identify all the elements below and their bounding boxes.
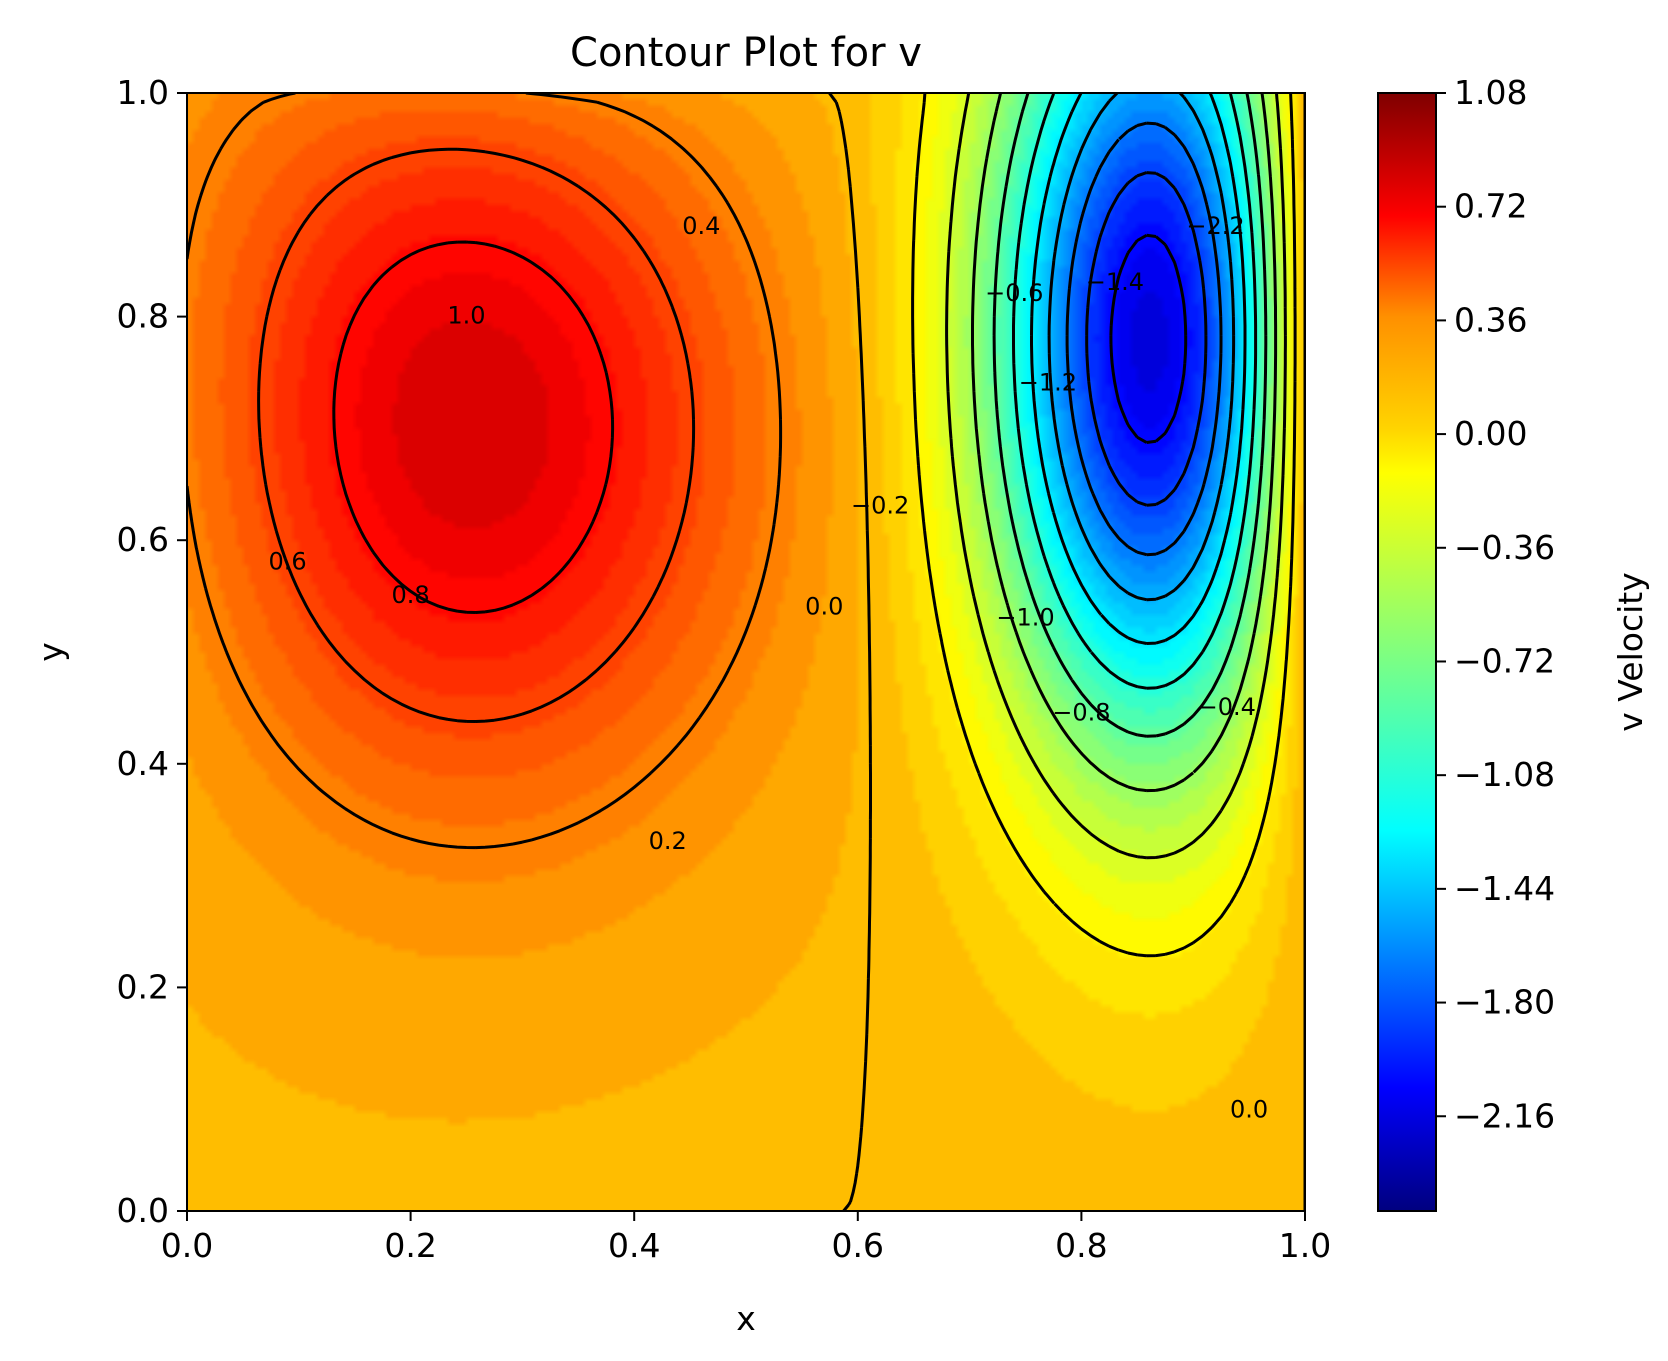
colorbar: [1377, 92, 1437, 1212]
x-tick-label: 0.4: [608, 1226, 660, 1265]
chart-title: Contour Plot for v: [570, 30, 922, 76]
contour-line: [1109, 233, 1188, 444]
plot-frame: [186, 92, 1306, 1212]
x-tick-label: 0.6: [832, 1226, 884, 1265]
colorbar-tick-label: −1.80: [1454, 983, 1555, 1022]
contour-field: [187, 93, 1305, 1211]
contour-label: −0.4: [1198, 693, 1256, 721]
contour-line: [187, 93, 783, 850]
contour-label: 0.8: [392, 581, 430, 609]
x-axis-label: x: [736, 1299, 756, 1338]
y-tick-label: 0.2: [117, 967, 169, 1006]
colorbar-tick-label: −2.16: [1454, 1096, 1555, 1135]
contour-label: 1.0: [447, 302, 485, 330]
y-tick-label: 1.0: [117, 73, 169, 112]
contour-line: [971, 93, 1278, 793]
contour-line: [828, 93, 1305, 1211]
x-axis: 0.0 0.2 0.4 0.6 0.8 1.0: [161, 1211, 1331, 1265]
y-axis: 0.0 0.2 0.4 0.6 0.8 1.0: [117, 73, 187, 1230]
contour-line: [945, 93, 1287, 860]
contour-label: −0.2: [851, 492, 909, 520]
y-axis-label: y: [31, 642, 70, 662]
y-tick-label: 0.4: [117, 744, 169, 783]
contour-label: −1.0: [996, 603, 1054, 631]
contour-label: −1.2: [1019, 369, 1077, 397]
contour-labels: 1.0 0.8 0.6 0.4 0.2 0.0 −0.2 −0.6 −1.4 −1.2 −2.2 −1…: [269, 212, 1269, 1123]
contour-line: [1065, 121, 1223, 557]
x-tick-label: 0.8: [1055, 1226, 1107, 1265]
contour-label: 0.4: [682, 212, 720, 240]
colorbar-tick-label: −1.44: [1454, 869, 1555, 908]
y-tick-label: 0.8: [117, 297, 169, 336]
y-tick-label: 0.0: [117, 1191, 169, 1230]
colorbar-ticks: 1.08 0.72 0.36 0.00 −0.36 −0.72 −1.08 −1.44 −1.8…: [1436, 73, 1555, 1135]
colorbar-label: v Velocity: [1611, 572, 1650, 731]
colorbar-tick-label: 0.72: [1454, 187, 1527, 226]
x-tick-label: 0.2: [384, 1226, 436, 1265]
colorbar-tick-label: 0.00: [1454, 414, 1527, 453]
contour-line: [992, 93, 1268, 738]
contour-label: 0.0: [1230, 1095, 1268, 1123]
contour-label: −2.2: [1186, 212, 1244, 240]
contour-line: [257, 147, 696, 723]
contour-label: 0.2: [649, 827, 687, 855]
x-tick-label: 0.0: [161, 1226, 213, 1265]
contour-label: −0.8: [1052, 698, 1110, 726]
colorbar-tick-label: −1.08: [1454, 755, 1555, 794]
contour-label: −1.4: [1086, 268, 1144, 296]
x-tick-label: 1.0: [1279, 1226, 1331, 1265]
contour-line: [1085, 171, 1208, 507]
colorbar-tick-label: −0.72: [1454, 641, 1555, 680]
contour-line: [1012, 93, 1258, 690]
contour-line: [1047, 93, 1236, 602]
contour-label: 0.6: [269, 548, 307, 576]
contour-line: [332, 240, 615, 614]
colorbar-tick-label: 0.36: [1454, 300, 1527, 339]
contour-line: [1030, 93, 1247, 645]
contour-label: −0.6: [985, 279, 1043, 307]
colorbar-tick-label: 1.08: [1454, 73, 1527, 112]
contour-label: 0.0: [805, 592, 843, 620]
colorbar-tick-label: −0.36: [1454, 528, 1555, 567]
contour-lines: [187, 93, 1305, 1211]
contour-line: [911, 93, 1297, 958]
y-tick-label: 0.6: [117, 520, 169, 559]
